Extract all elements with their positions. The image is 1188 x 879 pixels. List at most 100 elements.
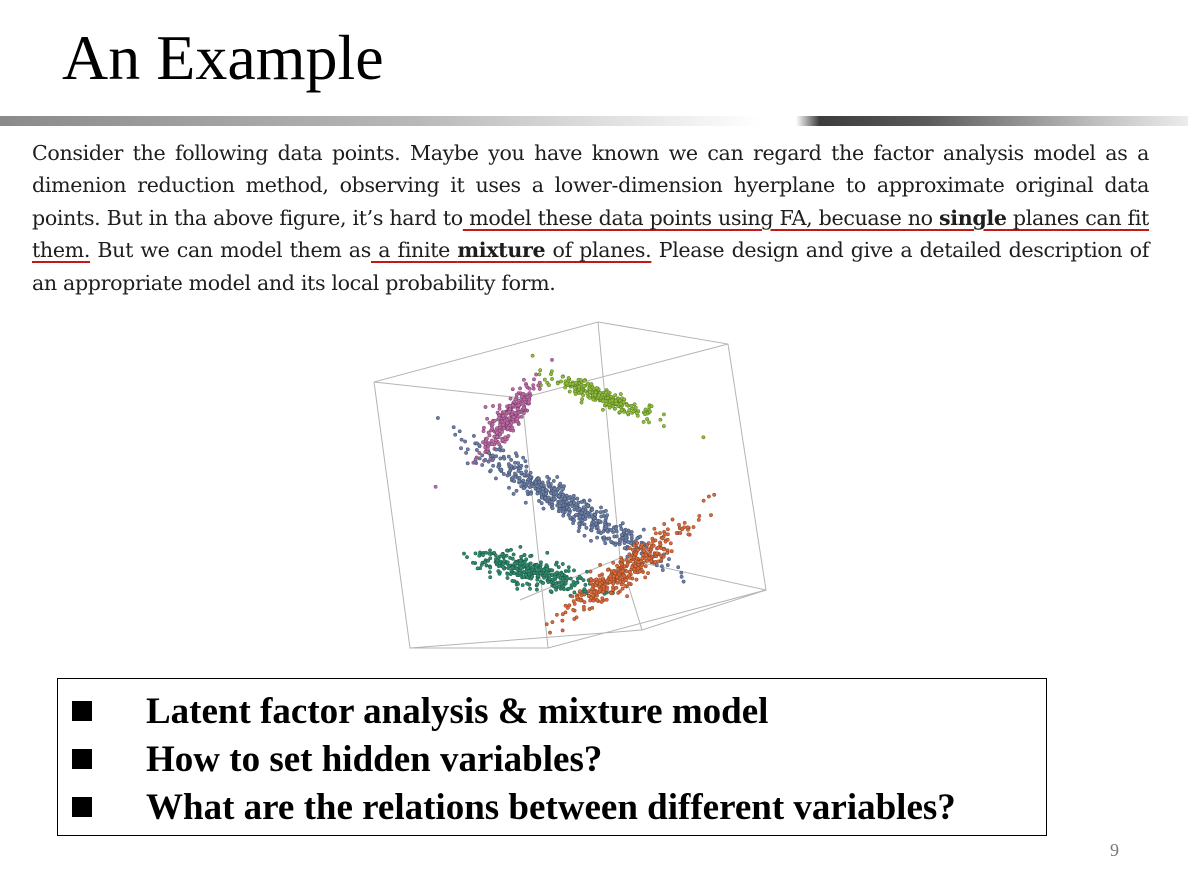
data-point bbox=[560, 374, 565, 379]
data-point bbox=[490, 453, 495, 458]
data-point bbox=[550, 357, 554, 362]
data-point bbox=[483, 405, 488, 409]
data-point bbox=[658, 542, 663, 547]
bullet-text: What are the relations between different… bbox=[146, 786, 956, 828]
data-point bbox=[600, 407, 605, 412]
data-point bbox=[523, 500, 528, 505]
data-point bbox=[571, 607, 576, 612]
data-point bbox=[519, 470, 524, 475]
data-point bbox=[554, 587, 559, 592]
data-point bbox=[501, 413, 506, 418]
data-point bbox=[507, 485, 511, 490]
data-point bbox=[641, 527, 646, 532]
data-point bbox=[518, 386, 523, 391]
data-point bbox=[497, 415, 502, 420]
data-point bbox=[580, 515, 585, 519]
data-point bbox=[558, 481, 563, 486]
scatter-3d-figure bbox=[373, 321, 767, 649]
data-point bbox=[685, 525, 690, 530]
data-point bbox=[522, 472, 527, 477]
data-point bbox=[636, 560, 641, 565]
data-point bbox=[494, 454, 499, 459]
data-point bbox=[495, 410, 500, 415]
data-point bbox=[572, 507, 577, 512]
data-point bbox=[518, 544, 523, 549]
data-point bbox=[500, 438, 505, 443]
data-point bbox=[510, 387, 515, 392]
data-point bbox=[570, 594, 575, 599]
data-point bbox=[627, 546, 632, 551]
data-point bbox=[502, 456, 507, 461]
data-point bbox=[525, 395, 530, 400]
data-point bbox=[557, 503, 562, 508]
data-point bbox=[632, 543, 637, 548]
data-point bbox=[519, 414, 524, 419]
underlined-text-2c: of planes. bbox=[545, 238, 652, 263]
data-point bbox=[451, 425, 456, 430]
data-point bbox=[530, 565, 535, 570]
data-point bbox=[583, 582, 588, 587]
data-point bbox=[620, 536, 625, 541]
data-point bbox=[489, 438, 494, 443]
data-point bbox=[525, 489, 530, 494]
data-point bbox=[663, 539, 668, 544]
data-point bbox=[568, 576, 573, 581]
data-point bbox=[562, 587, 566, 592]
data-point bbox=[550, 377, 554, 381]
data-point bbox=[609, 539, 614, 544]
data-point bbox=[582, 587, 587, 592]
data-point bbox=[470, 560, 475, 565]
point-cluster bbox=[433, 357, 554, 489]
data-point bbox=[596, 528, 601, 533]
data-point bbox=[493, 553, 498, 558]
data-point bbox=[498, 456, 503, 461]
data-point bbox=[613, 393, 618, 398]
data-point bbox=[488, 565, 493, 570]
data-point bbox=[639, 542, 644, 547]
data-point bbox=[527, 572, 532, 577]
data-point bbox=[556, 494, 561, 499]
data-point bbox=[546, 580, 551, 585]
data-point bbox=[643, 564, 648, 569]
data-point bbox=[521, 486, 526, 491]
data-point bbox=[628, 541, 633, 546]
data-point bbox=[481, 425, 486, 430]
data-point bbox=[674, 531, 679, 535]
data-point bbox=[649, 404, 654, 409]
data-point bbox=[613, 526, 618, 531]
data-point bbox=[514, 454, 519, 458]
data-point bbox=[594, 577, 599, 582]
data-point bbox=[577, 574, 582, 579]
data-point bbox=[563, 385, 568, 390]
data-point bbox=[518, 561, 523, 566]
data-point bbox=[528, 554, 533, 559]
data-point bbox=[576, 529, 581, 534]
data-point bbox=[663, 531, 667, 536]
data-point bbox=[521, 569, 526, 574]
data-point bbox=[505, 473, 510, 478]
data-point bbox=[485, 416, 490, 421]
data-point bbox=[601, 584, 606, 589]
data-point bbox=[660, 568, 665, 572]
data-point bbox=[629, 555, 634, 560]
data-point bbox=[482, 560, 487, 565]
data-point bbox=[490, 442, 494, 447]
data-point bbox=[511, 552, 516, 557]
data-point bbox=[544, 622, 549, 627]
data-point bbox=[641, 419, 646, 424]
data-point bbox=[595, 598, 600, 603]
data-point bbox=[510, 565, 515, 570]
data-point bbox=[533, 480, 538, 485]
data-point bbox=[537, 480, 542, 484]
data-point bbox=[572, 568, 576, 573]
data-point bbox=[661, 424, 666, 429]
data-point bbox=[457, 429, 462, 434]
data-point bbox=[622, 546, 627, 551]
data-point bbox=[566, 565, 571, 570]
data-point bbox=[601, 529, 606, 534]
data-point bbox=[515, 407, 520, 412]
data-point bbox=[681, 579, 686, 584]
data-point bbox=[531, 383, 536, 388]
data-point bbox=[513, 410, 518, 415]
data-point bbox=[652, 526, 657, 531]
